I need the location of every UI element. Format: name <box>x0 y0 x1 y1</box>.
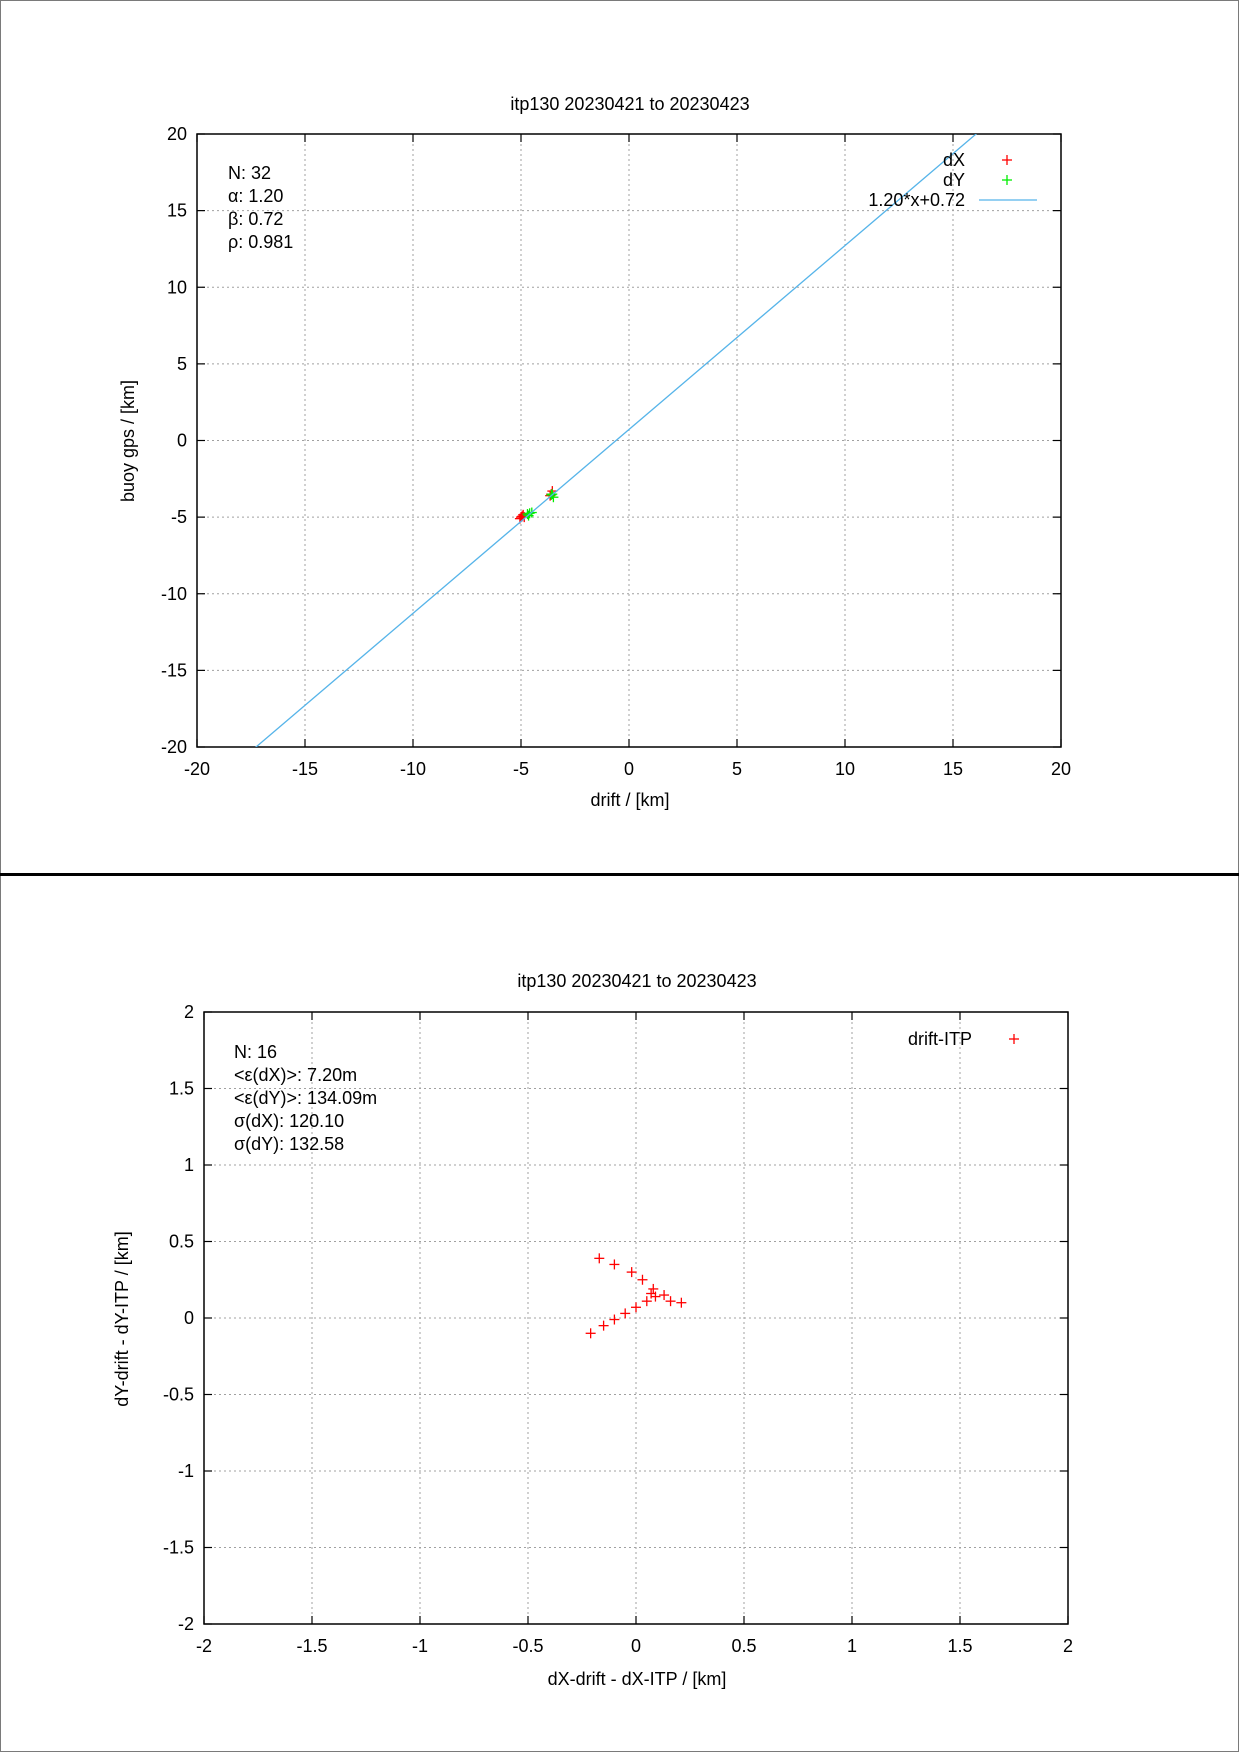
x-tick-label: -1.5 <box>296 1636 327 1656</box>
chart-panel-top: itp130 20230421 to 20230423 drift / [km]… <box>0 0 1239 873</box>
x-tick-label: 2 <box>1063 1636 1073 1656</box>
stats-line: β: 0.72 <box>228 209 283 229</box>
legend-label: 1.20*x+0.72 <box>868 190 965 210</box>
legend-label: dX <box>943 150 965 170</box>
x-tick-label: 20 <box>1051 759 1071 779</box>
x-tick-label: -0.5 <box>512 1636 543 1656</box>
y-tick-label: -20 <box>161 737 187 757</box>
y-tick-label: 15 <box>167 201 187 221</box>
y-tick-label: -1.5 <box>163 1538 194 1558</box>
legend-label: dY <box>943 170 965 190</box>
data-point <box>626 1267 637 1278</box>
y-tick-label: -1 <box>178 1461 194 1481</box>
x-tick-label: 0 <box>631 1636 641 1656</box>
plot-area <box>585 1253 687 1339</box>
y-tick-label: 5 <box>177 354 187 374</box>
y-tick-label: 10 <box>167 277 187 297</box>
x-tick-label: 1 <box>847 1636 857 1656</box>
plot-border <box>196 133 1062 748</box>
y-tick-label: 0 <box>184 1308 194 1328</box>
y-tick-label: 0.5 <box>169 1232 194 1252</box>
x-tick-label: -5 <box>513 759 529 779</box>
chart-title: itp130 20230421 to 20230423 <box>517 971 756 991</box>
x-tick-label: 1.5 <box>947 1636 972 1656</box>
data-point <box>637 1274 648 1285</box>
x-tick-label: 15 <box>943 759 963 779</box>
data-point <box>594 1253 605 1264</box>
x-axis-label: drift / [km] <box>590 790 669 810</box>
stats-line: σ(dY): 132.58 <box>234 1134 344 1154</box>
data-point <box>620 1308 631 1319</box>
data-point <box>585 1328 596 1339</box>
x-tick-label: -2 <box>196 1636 212 1656</box>
stats-line: N: 32 <box>228 163 271 183</box>
plot-border <box>203 1011 1069 1625</box>
data-point <box>522 509 533 520</box>
chart-top-svg: itp130 20230421 to 20230423 drift / [km]… <box>118 94 1071 810</box>
stats-line: N: 16 <box>234 1042 277 1062</box>
x-tick-label: -20 <box>184 759 210 779</box>
chart-bottom-svg: itp130 20230421 to 20230423 dX-drift - d… <box>112 971 1073 1689</box>
stats-line: <ε(dX)>: 7.20m <box>234 1065 357 1085</box>
y-axis-label: buoy gps / [km] <box>118 380 138 502</box>
y-tick-label: 0 <box>177 431 187 451</box>
fit-line <box>255 134 978 747</box>
y-tick-label: -5 <box>171 507 187 527</box>
x-axis-label: dX-drift - dX-ITP / [km] <box>548 1669 727 1689</box>
x-tick-label: -1 <box>412 1636 428 1656</box>
chart-panel-bottom: itp130 20230421 to 20230423 dX-drift - d… <box>0 877 1239 1752</box>
y-tick-label: 1 <box>184 1155 194 1175</box>
data-point <box>665 1296 676 1307</box>
data-point <box>609 1259 620 1270</box>
data-point <box>598 1320 609 1331</box>
data-point <box>659 1290 670 1301</box>
x-tick-label: -10 <box>400 759 426 779</box>
x-tick-label: 5 <box>732 759 742 779</box>
stats-line: <ε(dY)>: 134.09m <box>234 1088 377 1108</box>
y-tick-label: 20 <box>167 124 187 144</box>
legend-label: drift-ITP <box>908 1029 972 1049</box>
data-point <box>650 1291 661 1302</box>
x-tick-label: 0 <box>624 759 634 779</box>
stats-line: α: 1.20 <box>228 186 283 206</box>
data-point <box>676 1297 687 1308</box>
y-tick-label: -2 <box>178 1614 194 1634</box>
data-point <box>641 1296 652 1307</box>
data-point <box>609 1314 620 1325</box>
y-axis-label: dY-drift - dY-ITP / [km] <box>112 1231 132 1406</box>
stats-line: σ(dX): 120.10 <box>234 1111 344 1131</box>
stats-line: ρ: 0.981 <box>228 232 293 252</box>
data-point <box>631 1302 641 1313</box>
chart-title: itp130 20230421 to 20230423 <box>510 94 749 114</box>
y-tick-label: -10 <box>161 584 187 604</box>
panel-separator <box>0 873 1239 876</box>
y-tick-label: -0.5 <box>163 1385 194 1405</box>
y-tick-label: -15 <box>161 660 187 680</box>
x-tick-label: 10 <box>835 759 855 779</box>
plot-area <box>255 134 978 747</box>
y-tick-label: 2 <box>184 1002 194 1022</box>
x-tick-label: 0.5 <box>731 1636 756 1656</box>
data-point <box>648 1283 659 1294</box>
x-tick-label: -15 <box>292 759 318 779</box>
y-tick-label: 1.5 <box>169 1079 194 1099</box>
